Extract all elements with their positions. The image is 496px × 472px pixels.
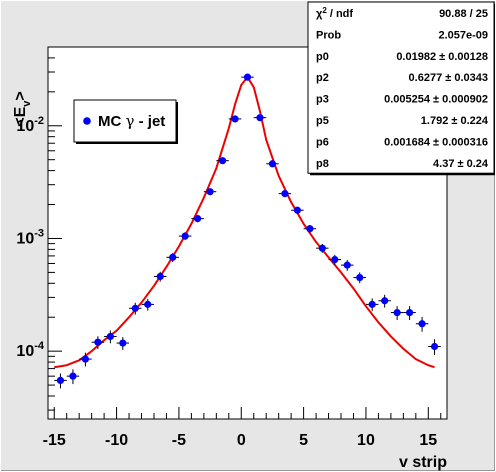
data-marker xyxy=(268,160,277,168)
data-point xyxy=(415,316,429,332)
data-point xyxy=(116,337,130,350)
data-marker xyxy=(94,338,102,346)
stats-row-label: p5 xyxy=(316,115,329,127)
data-point xyxy=(178,232,192,241)
data-marker xyxy=(206,188,214,196)
legend: MC γ - jet xyxy=(73,99,178,144)
data-marker xyxy=(281,190,289,198)
legend-box xyxy=(73,99,177,143)
data-point xyxy=(153,271,167,282)
data-marker xyxy=(381,297,389,305)
y-tick-label: 10-4 xyxy=(16,340,44,360)
stats-row-value: 0.01982 ± 0.00128 xyxy=(396,51,488,63)
data-marker xyxy=(181,232,189,240)
legend-marker xyxy=(83,117,91,125)
data-marker xyxy=(56,376,65,385)
data-point xyxy=(303,224,317,233)
stats-row-label: p8 xyxy=(316,158,329,170)
data-point xyxy=(104,330,117,344)
stats-row-label: p3 xyxy=(316,94,329,106)
data-marker xyxy=(231,115,239,123)
y-tick-label: 10-3 xyxy=(16,227,44,247)
data-point xyxy=(54,373,67,389)
stats-row-value: 0.6277 ± 0.0343 xyxy=(409,72,488,84)
data-marker xyxy=(430,342,439,351)
x-tick-label: -15 xyxy=(43,432,66,449)
data-point xyxy=(341,260,354,271)
stats-row-value: 2.057e-09 xyxy=(438,29,488,41)
data-marker xyxy=(306,225,314,233)
data-point xyxy=(241,73,254,81)
data-marker xyxy=(69,372,77,380)
data-point xyxy=(378,294,391,308)
data-marker xyxy=(106,332,114,341)
data-marker xyxy=(393,308,401,317)
data-marker xyxy=(256,114,264,122)
data-point xyxy=(203,188,217,196)
data-point xyxy=(129,302,142,315)
x-axis-label: v strip xyxy=(399,454,447,471)
data-point xyxy=(166,253,179,262)
stats-row-label: p2 xyxy=(316,72,329,84)
data-marker xyxy=(405,308,414,317)
data-point xyxy=(403,306,416,320)
data-point xyxy=(141,298,154,311)
data-marker xyxy=(81,355,90,363)
data-marker xyxy=(343,261,351,269)
data-marker xyxy=(218,157,227,165)
stats-row-value: 0.001684 ± 0.000316 xyxy=(384,136,488,148)
data-marker xyxy=(169,253,177,261)
data-point xyxy=(328,254,342,265)
plot-frame xyxy=(47,46,448,420)
data-marker xyxy=(293,206,301,214)
x-tick-label: 15 xyxy=(419,432,437,449)
data-point xyxy=(91,336,105,350)
x-tick-label: 0 xyxy=(237,432,246,449)
data-point xyxy=(66,369,80,385)
x-tick-label: 5 xyxy=(299,432,308,449)
data-marker xyxy=(156,272,164,281)
data-marker xyxy=(119,339,127,347)
stats-row-value: 90.88 / 25 xyxy=(439,8,488,20)
data-point xyxy=(291,206,304,214)
data-point xyxy=(79,352,92,367)
data-marker xyxy=(356,273,364,282)
data-point xyxy=(216,157,229,165)
data-point xyxy=(191,215,204,223)
x-tick-label: -10 xyxy=(105,432,128,449)
data-point xyxy=(365,298,379,312)
data-marker xyxy=(418,320,426,328)
data-marker xyxy=(144,300,152,308)
stats-box: χ2 / ndf 90.88 / 25 Prob 2.057e-09 p0 0.01982… xyxy=(307,1,495,176)
legend-label: MC γ - jet xyxy=(98,112,165,130)
x-tick-label: -5 xyxy=(172,432,186,449)
data-point xyxy=(428,339,441,356)
data-marker xyxy=(194,215,202,223)
y-tick-label: 10-2 xyxy=(16,115,44,135)
y-axis-label: <Ev> xyxy=(12,91,33,126)
stats-row-label: p6 xyxy=(316,136,329,148)
data-marker xyxy=(368,300,376,308)
data-point xyxy=(278,190,292,198)
data-point xyxy=(266,160,279,168)
stats-row-label: χ2 / ndf xyxy=(316,6,353,20)
stats-row-value: 0.005254 ± 0.000902 xyxy=(384,94,488,106)
data-marker xyxy=(131,304,139,312)
stats-row-label: Prob xyxy=(316,29,341,41)
stats-row-label: p0 xyxy=(316,51,329,63)
stats-row-value: 4.37 ± 0.24 xyxy=(433,158,489,170)
data-marker xyxy=(243,73,252,81)
data-marker xyxy=(331,255,339,264)
data-point xyxy=(253,114,267,122)
x-tick-label: 10 xyxy=(357,432,375,449)
data-point xyxy=(316,243,329,253)
data-point xyxy=(353,272,366,284)
data-point xyxy=(390,306,404,320)
stats-row-value: 1.792 ± 0.224 xyxy=(421,115,489,127)
data-marker xyxy=(318,244,326,252)
data-point xyxy=(228,115,242,123)
